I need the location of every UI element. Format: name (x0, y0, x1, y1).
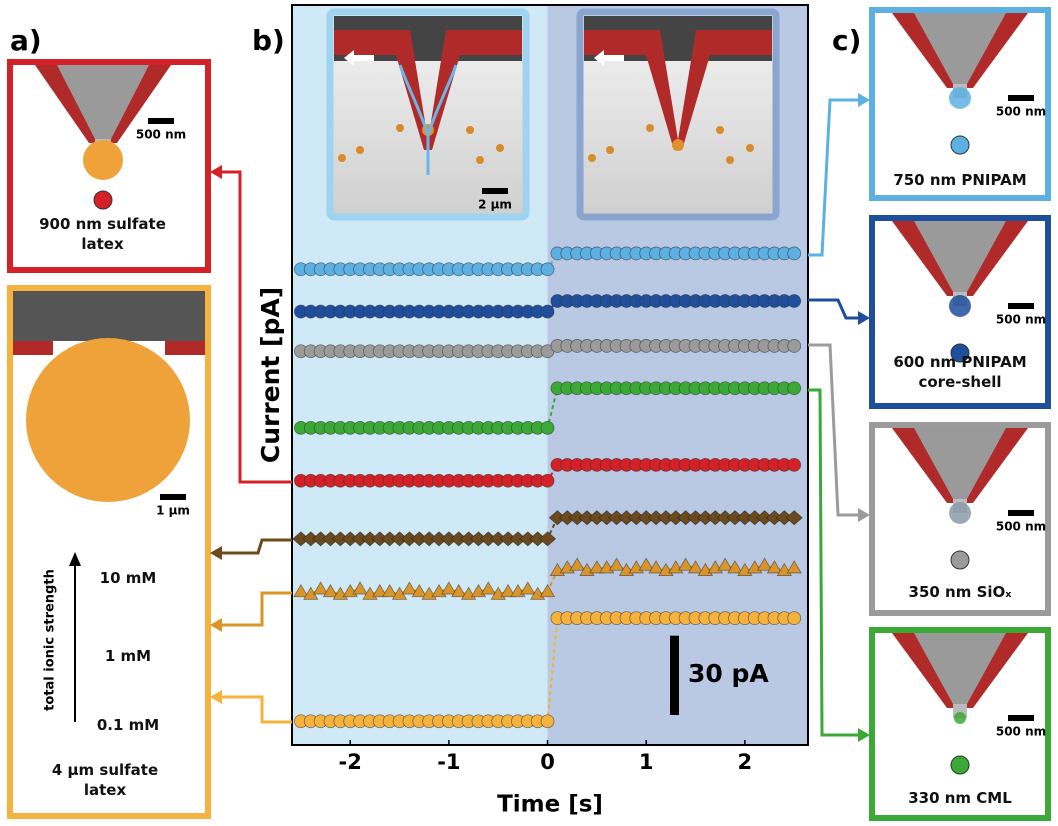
connector-head (858, 728, 870, 742)
scale-bar (482, 188, 508, 194)
panel-label: c) (832, 24, 861, 57)
inset-particle (338, 154, 346, 162)
ionic-label: 1 mM (88, 646, 168, 666)
substrate (13, 291, 205, 341)
inset-particle (672, 139, 684, 151)
connector (808, 300, 862, 318)
scale-bar-label: 2 μm (478, 198, 512, 212)
legend-dot (951, 136, 969, 154)
data-point (788, 295, 801, 308)
data-point (541, 305, 554, 318)
inset-particle (646, 124, 654, 132)
scale-bar (160, 494, 186, 500)
particle-caption: 4 μm sulfate latex (50, 760, 160, 800)
connector-head (858, 93, 870, 107)
pad (13, 341, 53, 355)
connector-head (210, 165, 222, 179)
data-point (788, 612, 801, 625)
inset-particle (716, 126, 724, 134)
inset-particle (396, 124, 404, 132)
current-scale-bar (670, 636, 679, 715)
scale-bar (1008, 510, 1034, 516)
particle (949, 502, 971, 524)
scale-bar-label: 500 nm (996, 725, 1046, 739)
x-tick-label: -2 (339, 750, 362, 774)
inset-particle (726, 156, 734, 164)
x-tick-label: 0 (540, 750, 555, 774)
connector (808, 345, 862, 515)
particle-caption: 600 nm PNIPAM core-shell (880, 352, 1040, 392)
scale-bar-label: 1 μm (156, 504, 190, 518)
particle (26, 338, 190, 502)
data-point (788, 458, 801, 471)
axis-label: total ionic strength (43, 569, 58, 711)
scale-bar (1008, 715, 1034, 721)
data-point (788, 382, 801, 395)
connector-head (210, 690, 222, 704)
legend-dot (951, 756, 969, 774)
panel-label: a) (10, 24, 42, 57)
inset-particle (496, 144, 504, 152)
scale-bar (148, 118, 174, 124)
inset-particle (356, 146, 364, 154)
scale-bar-label: 500 nm (996, 520, 1046, 534)
particle (949, 295, 971, 317)
figure: a) b) c) 500 nm 1 μm total ionic strength 5… (0, 0, 1058, 826)
data-point (541, 474, 554, 487)
data-point (541, 421, 554, 434)
particle-caption: 750 nm PNIPAM (875, 170, 1045, 190)
x-tick-label: 1 (639, 750, 654, 774)
scale-bar (1008, 303, 1034, 309)
ionic-label: 10 mM (88, 568, 168, 588)
x-tick-label: -1 (437, 750, 460, 774)
inset-particle (746, 144, 754, 152)
connector (218, 540, 292, 553)
connector (218, 697, 292, 722)
connector-head (858, 508, 870, 522)
particle-caption: 350 nm SiOₓ (875, 582, 1045, 602)
data-point (788, 247, 801, 260)
legend-dot (94, 191, 112, 209)
x-axis-label: Time [s] (497, 792, 603, 818)
inset-particle (588, 154, 596, 162)
scale-bar (1008, 95, 1034, 101)
ionic-label: 0.1 mM (88, 715, 168, 735)
particle-caption: 900 nm sulfate latex (30, 214, 175, 254)
panel-label: b) (252, 24, 285, 57)
connector-head (858, 311, 870, 325)
connector (218, 593, 292, 625)
legend-dot (951, 551, 969, 569)
inset-particle (476, 156, 484, 164)
particle (954, 712, 966, 724)
particle (83, 140, 123, 180)
scale-bar-label: 500 nm (996, 105, 1046, 119)
scale-bar-label: 500 nm (996, 313, 1046, 327)
x-tick-label: 2 (738, 750, 753, 774)
inset-particle (606, 146, 614, 154)
figure-canvas: a) b) c) 500 nm 1 μm total ionic strength 5… (0, 0, 1058, 826)
data-point (541, 715, 554, 728)
data-point (788, 339, 801, 352)
connector-head (210, 546, 222, 560)
particle (949, 87, 971, 109)
scale-bar-label: 30 pA (688, 659, 769, 688)
connector (808, 100, 862, 255)
scale-bar-label: 500 nm (136, 128, 186, 142)
data-point (541, 263, 554, 276)
connector-head (210, 618, 222, 632)
y-axis-label: Current [pA] (256, 287, 285, 463)
inset-particle (466, 126, 474, 134)
pad (165, 341, 205, 355)
particle-caption: 330 nm CML (875, 788, 1045, 808)
